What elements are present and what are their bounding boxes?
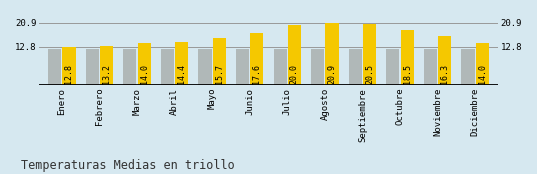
Bar [401, 30, 413, 85]
Bar [161, 49, 174, 85]
Bar [48, 49, 61, 85]
Bar [386, 49, 400, 85]
Text: 17.6: 17.6 [252, 64, 262, 84]
Text: 14.0: 14.0 [478, 64, 487, 84]
Bar [273, 49, 287, 85]
Bar [175, 42, 188, 85]
Bar [213, 38, 226, 85]
Bar [461, 49, 475, 85]
Text: 12.8: 12.8 [64, 64, 74, 84]
Bar [438, 37, 451, 85]
Text: 18.5: 18.5 [403, 64, 412, 84]
Bar [236, 49, 249, 85]
Bar [476, 43, 489, 85]
Bar [250, 33, 264, 85]
Text: 15.7: 15.7 [215, 64, 224, 84]
Bar [100, 46, 113, 85]
Text: 14.0: 14.0 [140, 64, 149, 84]
Bar [325, 23, 339, 85]
Bar [62, 47, 76, 85]
Bar [349, 49, 362, 85]
Bar [86, 49, 99, 85]
Text: 20.0: 20.0 [290, 64, 299, 84]
Bar [363, 24, 376, 85]
Bar [198, 49, 212, 85]
Bar [288, 25, 301, 85]
Text: 16.3: 16.3 [440, 64, 449, 84]
Bar [124, 49, 136, 85]
Text: 20.9: 20.9 [328, 64, 337, 84]
Bar [424, 49, 437, 85]
Text: Temperaturas Medias en triollo: Temperaturas Medias en triollo [21, 159, 235, 172]
Bar [311, 49, 324, 85]
Text: 14.4: 14.4 [177, 64, 186, 84]
Text: 13.2: 13.2 [102, 64, 111, 84]
Text: 20.5: 20.5 [365, 64, 374, 84]
Bar [137, 43, 151, 85]
